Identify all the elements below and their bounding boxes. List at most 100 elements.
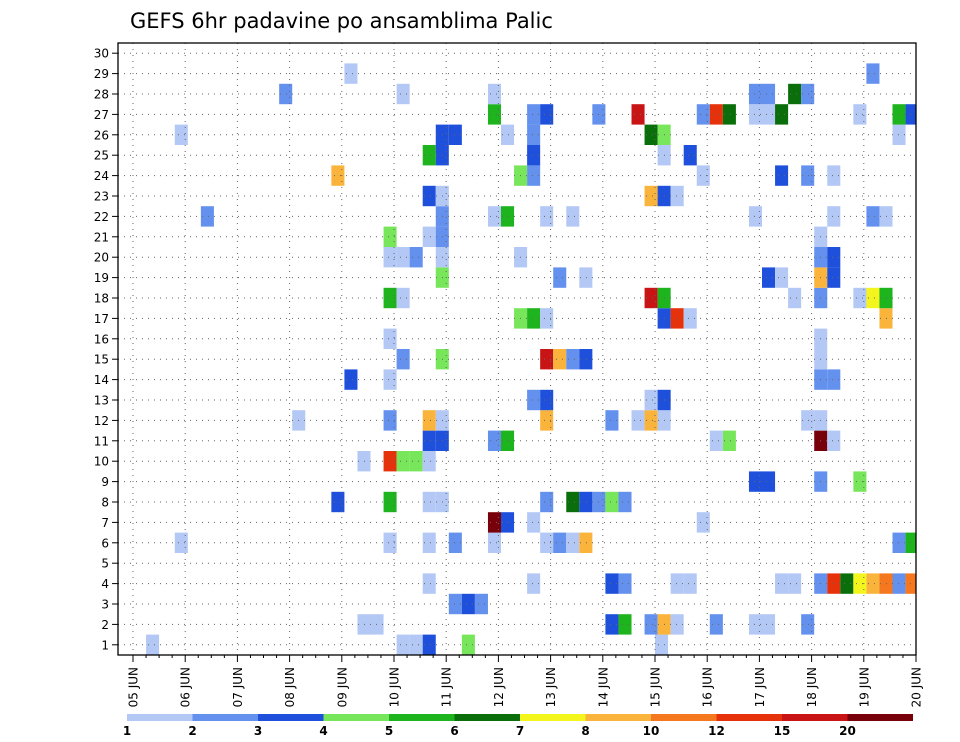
heatmap-cell [853,287,867,309]
y-tick-label: 10 [94,455,109,469]
heatmap-cell [383,287,397,309]
y-axis: 1234567891011121314151617181920212223242… [94,47,118,652]
heatmap-cell [644,410,658,431]
heatmap-cell [540,349,554,370]
heatmap-cell [879,308,893,329]
heatmap-cell [540,308,554,329]
heatmap-cell [331,491,345,513]
heatmap-cell [461,634,475,655]
heatmap-cell [670,614,684,635]
heatmap-cell [605,573,619,594]
heatmap-cell [422,226,436,247]
heatmap-cell [644,287,658,309]
heatmap-cell [566,491,580,513]
heatmap-cell [631,104,645,125]
y-tick-label: 1 [101,638,109,652]
legend-swatch [323,714,389,721]
heatmap-cell [762,614,776,635]
heatmap-cell [383,369,397,390]
heatmap-cell [762,471,776,492]
y-tick-label: 12 [94,414,109,428]
y-tick-label: 28 [94,88,109,102]
heatmap-cell [827,247,841,268]
heatmap-cell [709,614,723,635]
heatmap-cell [579,532,593,553]
heatmap-cell [775,573,789,594]
y-tick-label: 30 [94,47,109,61]
heatmap-cell [174,532,188,553]
heatmap-cell [487,512,502,533]
x-tick-label: 09 JUN [335,667,349,707]
heatmap-cell [279,83,293,105]
legend-label: 3 [254,724,262,738]
legend-label: 12 [708,724,725,738]
heatmap-cell [762,83,776,105]
chart-title: GEFS 6hr padavine po ansamblima Palic [130,9,553,33]
heatmap-cell [383,410,397,431]
heatmap-cell [801,165,815,186]
heatmap-cell [566,532,580,553]
heatmap-cell [422,532,436,553]
y-tick-label: 18 [94,292,109,306]
legend-label: 7 [516,724,524,738]
y-tick-label: 4 [101,577,109,591]
heatmap-cell [396,451,410,472]
legend-swatch [454,714,520,721]
heatmap-cell [696,165,710,186]
heatmap-cell [644,185,658,207]
color-legend: 1 2 3 4 5 6 7 8 10 12 15 20 [123,714,913,738]
heatmap-cell [396,349,410,370]
x-tick-label: 17 JUN [753,667,767,707]
heatmap-cell [801,410,815,431]
heatmap-cell [892,573,906,594]
heatmap-cell [422,573,436,594]
heatmap-cell [618,491,632,513]
heatmap-cell [762,267,776,288]
heatmap-cell [853,471,867,492]
heatmap-cell [540,389,554,411]
heatmap-cell [357,614,371,635]
y-tick-label: 26 [94,128,109,142]
heatmap-cell [357,451,371,472]
y-tick-label: 20 [94,251,109,265]
legend-swatch [716,714,782,721]
heatmap-cell [748,206,763,227]
heatmap-cell [566,206,580,227]
y-tick-label: 5 [101,557,109,571]
heatmap-cell [866,63,880,84]
heatmap-cell [501,512,515,533]
x-tick-label: 16 JUN [701,667,715,707]
heatmap-cell [422,451,436,472]
heatmap-cell [383,247,397,268]
y-tick-label: 24 [94,169,109,183]
legend-label: 10 [643,724,660,738]
heatmap-cell [396,634,410,655]
heatmap-cell [527,389,541,411]
heatmap-cell [748,104,763,125]
heatmap-cell [696,512,710,533]
legend-label: 1 [123,724,131,738]
heatmap-cell [618,614,632,635]
heatmap-cell [409,247,423,268]
heatmap-cell [631,410,645,431]
legend-swatch [389,714,455,721]
legend-label: 15 [774,724,791,738]
legend-label: 4 [319,724,327,738]
heatmap-cell [866,206,880,227]
heatmap-cell [540,532,554,553]
heatmap-cell [670,185,684,207]
y-tick-label: 7 [101,516,109,530]
heatmap-cell [383,226,397,247]
heatmap-cell [605,614,619,635]
y-tick-label: 15 [94,353,109,367]
heatmap-cell [422,185,436,207]
heatmap-cell [762,104,776,125]
legend-label: 6 [450,724,458,738]
heatmap-cell [827,267,841,288]
heatmap-cell [722,430,736,451]
heatmap-cell [827,206,841,227]
heatmap-cell [801,83,815,105]
heatmap-cell [748,614,763,635]
heatmap-cell [670,573,684,594]
